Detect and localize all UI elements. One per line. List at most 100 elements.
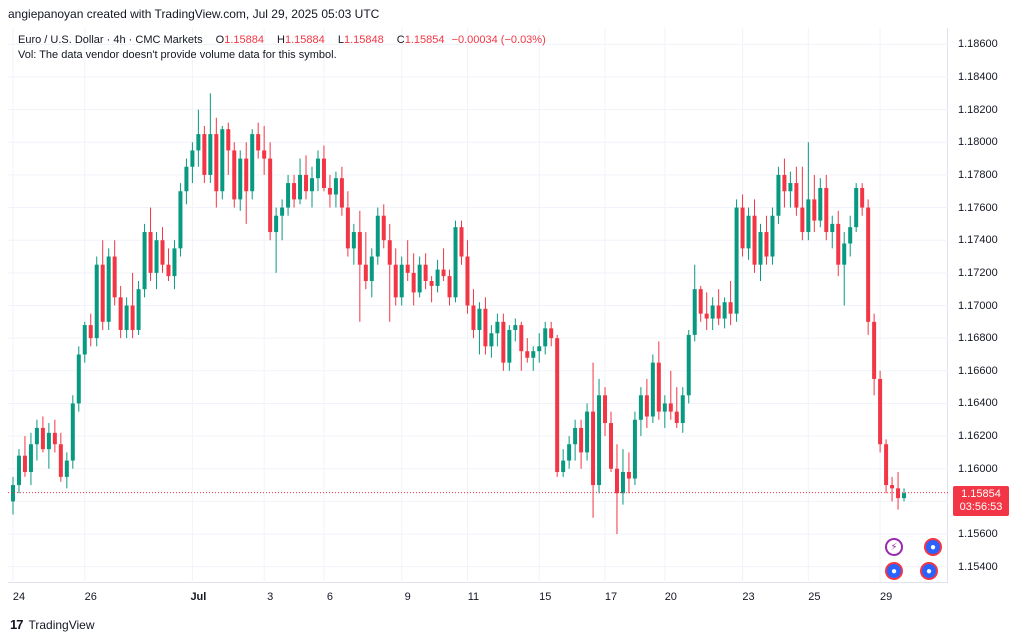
candle-body[interactable] xyxy=(321,158,326,188)
candle-body[interactable] xyxy=(686,334,691,396)
candle-body[interactable] xyxy=(513,325,518,330)
candle-body[interactable] xyxy=(603,395,608,424)
candle-body[interactable] xyxy=(148,232,153,273)
candle-body[interactable] xyxy=(650,362,655,417)
candle-body[interactable] xyxy=(387,240,392,265)
candle-body[interactable] xyxy=(860,187,865,208)
candle-body[interactable] xyxy=(411,272,416,293)
candle-body[interactable] xyxy=(890,485,895,489)
candle-body[interactable] xyxy=(417,264,422,293)
candle-body[interactable] xyxy=(507,329,512,363)
candle-body[interactable] xyxy=(591,411,596,486)
candle-body[interactable] xyxy=(614,468,619,494)
candle-body[interactable] xyxy=(800,207,805,233)
candle-body[interactable] xyxy=(806,199,811,233)
candle-body[interactable] xyxy=(118,297,123,330)
candle-body[interactable] xyxy=(40,427,45,450)
candle-body[interactable] xyxy=(698,289,703,314)
candle-body[interactable] xyxy=(58,444,63,477)
candle-body[interactable] xyxy=(555,338,560,472)
candle-body[interactable] xyxy=(160,240,165,265)
candle-body[interactable] xyxy=(11,485,15,502)
candle-body[interactable] xyxy=(16,455,21,486)
candle-body[interactable] xyxy=(824,187,829,233)
candle-body[interactable] xyxy=(172,248,177,277)
candle-body[interactable] xyxy=(88,325,93,339)
lightning-icon[interactable]: ⚡ xyxy=(885,538,903,556)
candle-body[interactable] xyxy=(268,158,273,233)
tradingview-logo-icon[interactable]: 17 xyxy=(10,617,24,632)
candle-body[interactable] xyxy=(256,134,261,151)
candle-body[interactable] xyxy=(812,199,817,221)
candle-body[interactable] xyxy=(746,215,751,249)
flag-icon[interactable]: ● xyxy=(924,538,942,556)
candle-body[interactable] xyxy=(501,321,506,363)
candle-body[interactable] xyxy=(734,207,739,314)
candle-body[interactable] xyxy=(196,134,201,151)
candle-body[interactable] xyxy=(836,223,841,265)
candle-body[interactable] xyxy=(465,256,470,306)
candle-body[interactable] xyxy=(315,158,320,179)
candle-body[interactable] xyxy=(632,419,637,479)
candle-body[interactable] xyxy=(64,460,69,477)
candle-body[interactable] xyxy=(471,305,476,330)
candle-body[interactable] xyxy=(620,472,625,494)
candle-body[interactable] xyxy=(896,488,901,499)
candle-body[interactable] xyxy=(776,174,781,216)
candle-body[interactable] xyxy=(495,321,500,334)
candle-body[interactable] xyxy=(872,321,877,379)
candle-body[interactable] xyxy=(459,227,464,257)
symbol-description[interactable]: Euro / U.S. Dollar · 4h · CMC Markets xyxy=(18,34,203,46)
candle-body[interactable] xyxy=(854,187,859,228)
candle-body[interactable] xyxy=(818,187,823,221)
candle-body[interactable] xyxy=(830,223,835,233)
candle-body[interactable] xyxy=(106,256,111,322)
candle-body[interactable] xyxy=(794,183,799,208)
candle-body[interactable] xyxy=(519,325,524,352)
candle-body[interactable] xyxy=(567,444,572,461)
candle-body[interactable] xyxy=(208,134,213,175)
candle-body[interactable] xyxy=(626,472,631,479)
candle-body[interactable] xyxy=(579,427,584,453)
candle-body[interactable] xyxy=(345,207,350,249)
candle-body[interactable] xyxy=(788,183,793,192)
candle-body[interactable] xyxy=(477,308,482,330)
candle-body[interactable] xyxy=(333,178,338,195)
candle-body[interactable] xyxy=(597,395,602,486)
candle-body[interactable] xyxy=(76,354,81,404)
candle-body[interactable] xyxy=(549,328,554,339)
candle-body[interactable] xyxy=(782,174,787,192)
candle-body[interactable] xyxy=(423,264,428,282)
candle-body[interactable] xyxy=(220,129,225,192)
candle-body[interactable] xyxy=(214,134,219,192)
candle-body[interactable] xyxy=(543,328,548,347)
candle-body[interactable] xyxy=(310,178,314,192)
candle-body[interactable] xyxy=(262,150,267,159)
candle-body[interactable] xyxy=(130,305,135,330)
candle-body[interactable] xyxy=(644,395,649,417)
candle-body[interactable] xyxy=(668,403,673,412)
candle-body[interactable] xyxy=(884,444,889,486)
candle-body[interactable] xyxy=(202,134,207,175)
candle-body[interactable] xyxy=(537,346,542,352)
candle-body[interactable] xyxy=(704,313,709,319)
candle-body[interactable] xyxy=(716,305,721,319)
candle-body[interactable] xyxy=(46,432,51,450)
footer-brand-name[interactable]: TradingView xyxy=(28,617,95,632)
candle-body[interactable] xyxy=(489,333,494,347)
candle-body[interactable] xyxy=(585,411,590,453)
candle-body[interactable] xyxy=(70,403,75,461)
candle-body[interactable] xyxy=(100,264,105,322)
candle-body[interactable] xyxy=(429,281,434,286)
candle-body[interactable] xyxy=(483,308,488,347)
candle-body[interactable] xyxy=(154,240,159,273)
candle-body[interactable] xyxy=(274,215,279,233)
candle-body[interactable] xyxy=(525,351,530,358)
candle-body[interactable] xyxy=(561,460,566,472)
candle-body[interactable] xyxy=(226,129,231,151)
candle-body[interactable] xyxy=(848,227,853,244)
candle-body[interactable] xyxy=(34,427,39,445)
candle-body[interactable] xyxy=(28,444,33,472)
candle-body[interactable] xyxy=(166,264,171,277)
